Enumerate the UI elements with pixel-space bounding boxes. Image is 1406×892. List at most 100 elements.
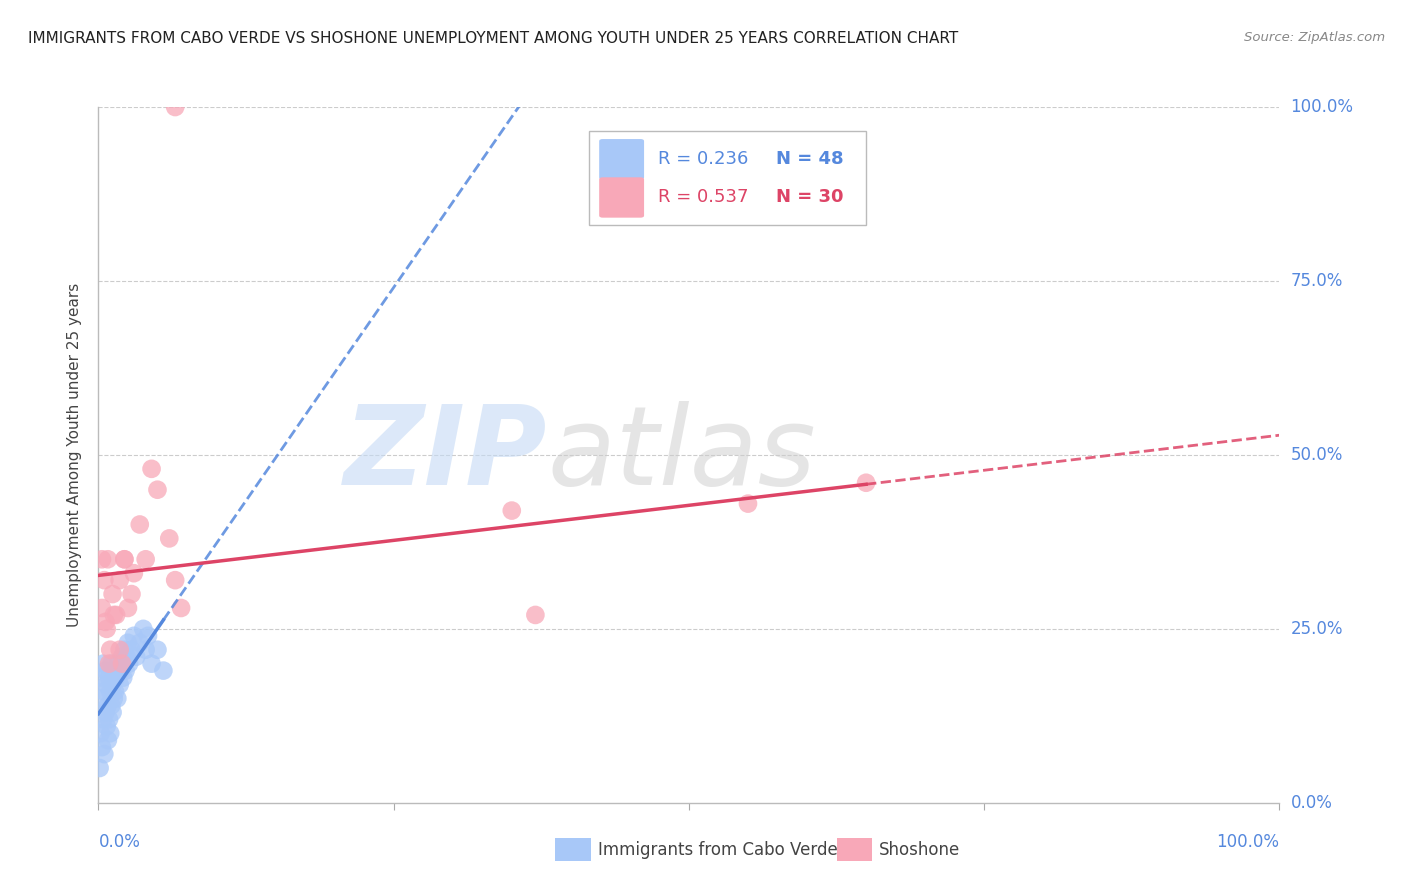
- Point: [111, 649, 134, 664]
- Point: [91, 740, 114, 755]
- Point: [135, 642, 157, 657]
- Point: [146, 642, 169, 657]
- Point: [110, 664, 132, 678]
- FancyBboxPatch shape: [599, 178, 644, 218]
- Point: [146, 483, 169, 497]
- Text: 25.0%: 25.0%: [1291, 620, 1343, 638]
- Point: [125, 649, 148, 664]
- Point: [105, 607, 128, 622]
- Point: [112, 552, 135, 566]
- Text: 0.0%: 0.0%: [98, 833, 141, 851]
- Point: [96, 622, 118, 636]
- Point: [128, 517, 150, 532]
- Point: [101, 677, 124, 691]
- Text: atlas: atlas: [547, 401, 815, 508]
- Point: [97, 698, 120, 713]
- Point: [100, 698, 122, 713]
- Point: [98, 642, 121, 657]
- Point: [128, 636, 150, 650]
- Point: [98, 684, 121, 698]
- Point: [96, 719, 118, 733]
- Point: [170, 601, 193, 615]
- FancyBboxPatch shape: [599, 139, 644, 179]
- Point: [108, 677, 131, 691]
- Point: [112, 552, 135, 566]
- Point: [122, 566, 145, 581]
- Y-axis label: Unemployment Among Youth under 25 years: Unemployment Among Youth under 25 years: [67, 283, 83, 627]
- Text: R = 0.236: R = 0.236: [658, 150, 748, 169]
- Point: [104, 684, 127, 698]
- Point: [98, 712, 121, 726]
- Text: 0.0%: 0.0%: [1291, 794, 1333, 812]
- Point: [91, 552, 114, 566]
- Point: [101, 706, 124, 720]
- Point: [132, 622, 155, 636]
- Point: [165, 100, 187, 114]
- Point: [524, 607, 547, 622]
- Point: [141, 657, 163, 671]
- Text: 50.0%: 50.0%: [1291, 446, 1343, 464]
- Point: [855, 475, 877, 490]
- Point: [117, 601, 139, 615]
- Point: [118, 657, 141, 671]
- Point: [94, 664, 117, 678]
- Point: [103, 664, 125, 678]
- Point: [93, 747, 115, 761]
- Point: [97, 552, 120, 566]
- Point: [737, 497, 759, 511]
- Point: [89, 761, 111, 775]
- Point: [90, 691, 112, 706]
- Point: [117, 636, 139, 650]
- Point: [97, 733, 120, 747]
- Text: R = 0.537: R = 0.537: [658, 188, 749, 206]
- Point: [115, 649, 138, 664]
- Point: [91, 671, 114, 685]
- Point: [103, 607, 125, 622]
- Point: [107, 657, 129, 671]
- Text: N = 48: N = 48: [776, 150, 844, 169]
- Text: Shoshone: Shoshone: [879, 841, 960, 859]
- Point: [98, 657, 121, 671]
- Point: [94, 615, 117, 629]
- FancyBboxPatch shape: [589, 131, 866, 226]
- Point: [90, 726, 112, 740]
- Point: [94, 706, 117, 720]
- Text: IMMIGRANTS FROM CABO VERDE VS SHOSHONE UNEMPLOYMENT AMONG YOUTH UNDER 25 YEARS C: IMMIGRANTS FROM CABO VERDE VS SHOSHONE U…: [28, 31, 959, 46]
- Point: [91, 657, 114, 671]
- Point: [112, 671, 135, 685]
- Point: [93, 684, 115, 698]
- Point: [157, 532, 180, 546]
- Text: ZIP: ZIP: [343, 401, 547, 508]
- Point: [93, 573, 115, 587]
- Point: [141, 462, 163, 476]
- Point: [136, 629, 159, 643]
- Point: [108, 573, 131, 587]
- Point: [108, 642, 131, 657]
- Point: [103, 691, 125, 706]
- Text: N = 30: N = 30: [776, 188, 844, 206]
- Point: [91, 601, 114, 615]
- Point: [105, 671, 128, 685]
- Point: [121, 587, 143, 601]
- Point: [135, 552, 157, 566]
- Point: [98, 671, 121, 685]
- Point: [121, 642, 143, 657]
- Text: 75.0%: 75.0%: [1291, 272, 1343, 290]
- Text: 100.0%: 100.0%: [1216, 833, 1279, 851]
- Point: [165, 573, 187, 587]
- Point: [96, 677, 118, 691]
- Point: [114, 664, 136, 678]
- Text: 100.0%: 100.0%: [1291, 98, 1354, 116]
- Point: [501, 503, 523, 517]
- Point: [101, 587, 124, 601]
- Point: [122, 629, 145, 643]
- Point: [152, 664, 174, 678]
- Text: Immigrants from Cabo Verde: Immigrants from Cabo Verde: [598, 841, 838, 859]
- Text: Source: ZipAtlas.com: Source: ZipAtlas.com: [1244, 31, 1385, 45]
- Point: [105, 691, 128, 706]
- Point: [100, 657, 122, 671]
- Point: [91, 712, 114, 726]
- Point: [111, 657, 134, 671]
- Point: [98, 726, 121, 740]
- Point: [112, 642, 135, 657]
